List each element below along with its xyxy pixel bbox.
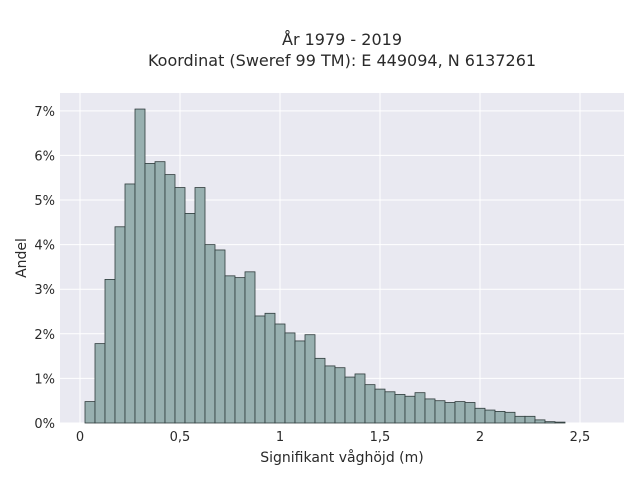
y-tick-label: 3% xyxy=(34,283,55,298)
histogram-bar xyxy=(94,343,106,424)
histogram-bar xyxy=(154,161,166,424)
y-tick-label: 6% xyxy=(34,149,55,164)
histogram-bar xyxy=(384,391,396,424)
chart-title-line1: År 1979 - 2019 xyxy=(282,30,402,49)
histogram-bar xyxy=(174,187,186,424)
x-tick-label: 1,5 xyxy=(370,430,391,445)
histogram-bar xyxy=(344,376,356,424)
histogram-bar xyxy=(134,108,146,424)
histogram-bar xyxy=(184,213,196,424)
histogram-bar xyxy=(274,323,286,424)
x-axis-label: Signifikant våghöjd (m) xyxy=(260,449,423,466)
histogram-bar xyxy=(494,411,506,424)
histogram-bar xyxy=(544,421,556,424)
histogram-bar xyxy=(364,384,376,424)
x-tick-label: 2 xyxy=(476,430,484,445)
histogram-bar xyxy=(464,402,476,424)
histogram-bar xyxy=(114,226,126,424)
histogram-bar xyxy=(454,401,466,424)
y-axis-ticks: 0% 1% 2% 3% 4% 5% 6% 7% xyxy=(34,105,55,432)
y-tick-label: 4% xyxy=(34,239,55,254)
x-tick-label: 0 xyxy=(76,430,84,445)
histogram-bar xyxy=(254,315,266,424)
y-tick-label: 0% xyxy=(34,417,55,432)
histogram-bar xyxy=(164,174,176,424)
histogram-bar xyxy=(354,373,366,424)
histogram-bar xyxy=(404,395,416,424)
x-axis-ticks: 0 0,5 1 1,5 2 2,5 xyxy=(76,430,590,445)
y-tick-label: 1% xyxy=(34,372,55,387)
histogram-bar xyxy=(294,340,306,424)
histogram-bar xyxy=(284,332,296,424)
histogram-bar xyxy=(514,415,526,424)
histogram-bar xyxy=(224,275,236,424)
histogram-bar xyxy=(124,183,136,424)
histogram-bar xyxy=(484,409,496,424)
histogram-bar xyxy=(304,334,316,424)
histogram-bar xyxy=(104,279,116,424)
histogram-bar xyxy=(324,365,336,424)
y-axis-label: Andel xyxy=(14,238,30,278)
histogram-bar xyxy=(194,187,206,424)
histogram-bar xyxy=(554,421,566,424)
histogram-bar xyxy=(334,367,346,424)
histogram-bar xyxy=(214,249,226,424)
histogram-bar xyxy=(394,394,406,424)
histogram-bar xyxy=(374,388,386,424)
y-tick-label: 5% xyxy=(34,194,55,209)
chart-title-line2: Koordinat (Sweref 99 TM): E 449094, N 61… xyxy=(148,51,536,70)
histogram-bar xyxy=(444,402,456,424)
histogram-bar xyxy=(424,398,436,424)
histogram-bar xyxy=(264,312,276,424)
histogram-bar xyxy=(234,277,246,424)
histogram-bar xyxy=(504,411,516,424)
histogram-bar xyxy=(474,407,486,424)
histogram-bar xyxy=(244,271,256,424)
histogram-bar xyxy=(534,419,546,424)
x-tick-label: 0,5 xyxy=(170,430,191,445)
histogram-bar xyxy=(434,400,446,424)
histogram-bar xyxy=(144,163,156,424)
bars xyxy=(84,108,566,424)
histogram-bar xyxy=(414,392,426,424)
histogram-bar xyxy=(314,357,326,424)
x-tick-label: 2,5 xyxy=(570,430,591,445)
histogram-bar xyxy=(524,415,536,424)
y-tick-label: 7% xyxy=(34,105,55,120)
histogram-bar xyxy=(84,401,96,424)
y-tick-label: 2% xyxy=(34,328,55,343)
histogram-bar xyxy=(204,244,216,424)
x-tick-label: 1 xyxy=(276,430,284,445)
